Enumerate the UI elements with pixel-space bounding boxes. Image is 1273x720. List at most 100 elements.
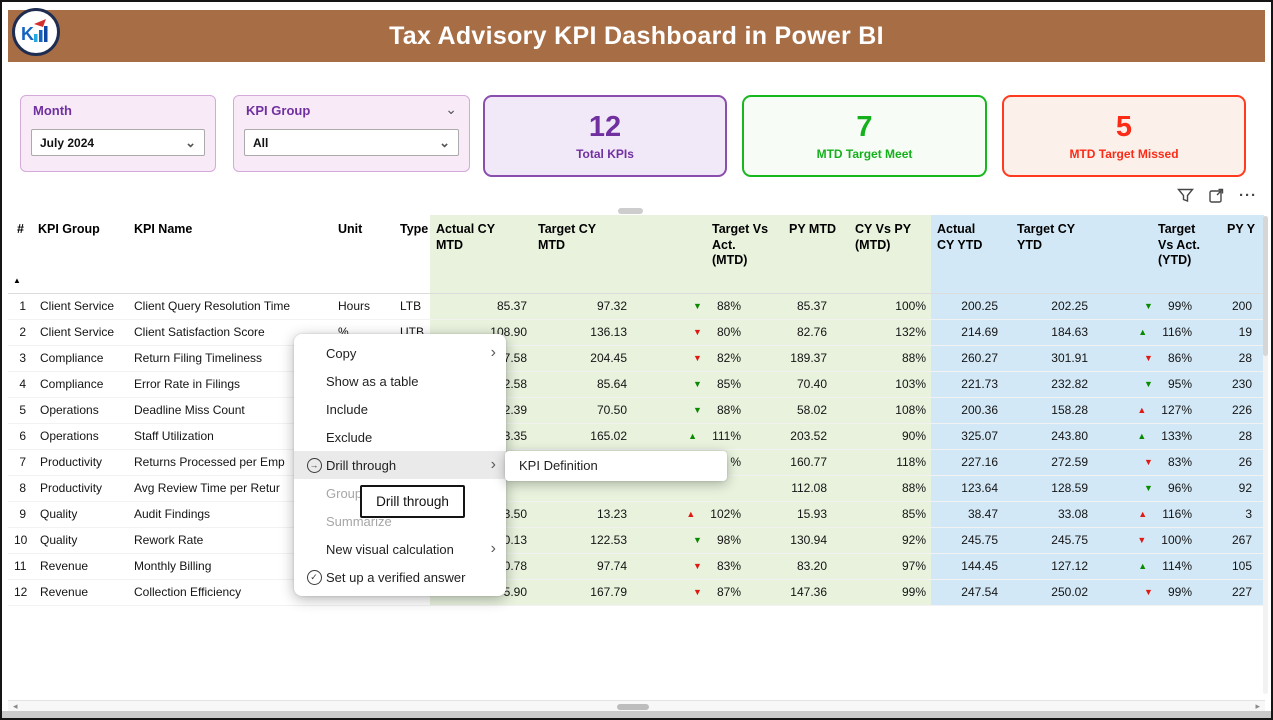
menu-item-exclude[interactable]: Exclude: [294, 423, 506, 451]
cell: LTB: [394, 293, 430, 320]
focus-mode-icon[interactable]: [1209, 188, 1224, 203]
chevron-down-icon[interactable]: ⌄: [445, 101, 457, 117]
column-header[interactable]: PY Y: [1197, 215, 1264, 294]
variance-percent: 83%: [1167, 454, 1192, 469]
cell: Productivity: [32, 475, 128, 502]
horizontal-scrollbar-thumb-top[interactable]: [618, 208, 643, 214]
cell: Revenue: [32, 579, 128, 606]
column-header[interactable]: Actual CY YTD: [931, 215, 1003, 294]
table-row[interactable]: 9 Quality Audit Findings 3.50 13.23 ▲ 102% 15.9…: [8, 501, 1264, 528]
table-row[interactable]: 5 Operations Deadline Miss Count 2.39 70.50 ▼…: [8, 397, 1264, 424]
column-header[interactable]: Target CY MTD: [532, 215, 632, 294]
menu-item-include[interactable]: Include: [294, 395, 506, 423]
triangle-up-icon: ▲: [1138, 560, 1148, 571]
column-header[interactable]: PY MTD: [746, 215, 836, 294]
triangle-down-icon: ▼: [693, 534, 702, 545]
horizontal-scrollbar-thumb[interactable]: [617, 704, 649, 710]
more-options-icon[interactable]: ···: [1239, 186, 1257, 204]
cell: 122.53: [532, 527, 632, 554]
variance-percent: 99%: [1167, 298, 1192, 313]
cell: ▲ 116%: [1093, 319, 1197, 346]
column-header[interactable]: KPI Group: [32, 215, 128, 294]
variance-percent: 116%: [1162, 506, 1192, 521]
menu-item-new-visual-calculation[interactable]: New visual calculation ›: [294, 535, 506, 563]
column-header[interactable]: Type: [394, 215, 430, 294]
kpi-group-dropdown[interactable]: All ⌄: [244, 129, 459, 156]
table-row[interactable]: 11 Revenue Monthly Billing 0.78 97.74 ▼ 83% 83.…: [8, 553, 1264, 580]
cell: 8: [8, 475, 32, 502]
page-title: Tax Advisory KPI Dashboard in Power BI: [389, 21, 884, 50]
table-row[interactable]: 10 Quality Rework Rate 0.13 122.53 ▼ 98% 130.94…: [8, 527, 1264, 554]
menu-item-group[interactable]: Group: [294, 479, 506, 507]
cell: 132%: [832, 319, 931, 346]
cell: 214.69: [931, 319, 1003, 346]
cell: ▲ 114%: [1093, 553, 1197, 580]
cell: 19: [1197, 319, 1264, 346]
cell: 85.64: [532, 371, 632, 398]
triangle-down-icon: ▼: [693, 378, 702, 389]
cell: 184.63: [1003, 319, 1093, 346]
variance-percent: 86%: [1167, 350, 1192, 365]
cell: Revenue: [32, 553, 128, 580]
submenu-item-kpi-definition[interactable]: KPI Definition: [519, 458, 598, 473]
filter-icon[interactable]: [1177, 188, 1194, 203]
table-row[interactable]: 6 Operations Staff Utilization 3.35 165.02 ▲ 1…: [8, 423, 1264, 450]
variance-percent: 82%: [716, 350, 741, 365]
menu-item-label: New visual calculation: [326, 541, 454, 557]
variance-percent: 88%: [716, 402, 741, 417]
cell: 127.12: [1003, 553, 1093, 580]
cell: 3: [1197, 501, 1264, 528]
menu-item-set-up-a-verified-answer[interactable]: ✓ Set up a verified answer: [294, 563, 506, 591]
triangle-down-icon: ▼: [693, 352, 702, 363]
column-header[interactable]: Target Vs Act. (YTD): [1093, 215, 1200, 294]
table-row[interactable]: 3 Compliance Return Filing Timeliness 7.58 2…: [8, 345, 1264, 372]
total-kpis-label: Total KPIs: [576, 147, 634, 161]
triangle-down-icon: ▼: [693, 586, 702, 597]
cell: 9: [8, 501, 32, 528]
drill-through-submenu: KPI Definition: [505, 451, 727, 481]
cell: 97%: [832, 553, 931, 580]
column-header[interactable]: Target Vs Act. (MTD): [632, 215, 768, 294]
cell: 92%: [832, 527, 931, 554]
month-dropdown[interactable]: July 2024 ⌄: [31, 129, 205, 156]
cell: ▼ 82%: [632, 345, 746, 372]
vertical-scrollbar-thumb[interactable]: [1263, 216, 1268, 356]
scroll-right-arrow-icon[interactable]: ▸: [1255, 701, 1260, 711]
column-header[interactable]: KPI Name: [128, 215, 332, 294]
triangle-up-icon: ▲: [1137, 404, 1147, 415]
context-menu: Copy › Show as a table Include Exclude → Drill…: [294, 334, 506, 596]
cell: 325.07: [931, 423, 1003, 450]
triangle-down-icon: ▼: [693, 404, 702, 415]
menu-item-copy[interactable]: Copy ›: [294, 339, 506, 367]
column-header[interactable]: CY Vs PY (MTD): [832, 215, 931, 294]
cell: 4: [8, 371, 32, 398]
cell: 144.45: [931, 553, 1003, 580]
sort-ascending-icon[interactable]: ▲: [13, 276, 21, 285]
menu-item-drill-through[interactable]: → Drill through ›: [294, 451, 506, 479]
logo-graphic: K: [12, 8, 60, 56]
menu-item-label: Drill through: [326, 457, 397, 473]
table-row[interactable]: 1 Client Service Client Query Resolution T…: [8, 293, 1264, 320]
menu-item-label: Set up a verified answer: [326, 569, 466, 585]
cell: 26: [1197, 449, 1264, 476]
variance-percent: 87%: [716, 584, 741, 599]
cell: ▼ 86%: [1093, 345, 1197, 372]
table-row[interactable]: 2 Client Service Client Satisfaction Score…: [8, 319, 1264, 346]
table-row[interactable]: 12 Revenue Collection Efficiency 5.90 167.79…: [8, 579, 1264, 606]
cell: 267: [1197, 527, 1264, 554]
drill-through-icon: →: [304, 457, 324, 473]
cell: 108%: [832, 397, 931, 424]
table-row[interactable]: 4 Compliance Error Rate in Filings 2.58 85.6…: [8, 371, 1264, 398]
cell: 3: [8, 345, 32, 372]
column-header[interactable]: Target CY YTD: [1003, 215, 1093, 294]
column-header[interactable]: Unit: [332, 215, 394, 294]
cell: 70.40: [746, 371, 832, 398]
scroll-left-arrow-icon[interactable]: ◂: [13, 701, 18, 711]
cell: 200: [1197, 293, 1264, 320]
cell: ▼ 100%: [1093, 527, 1197, 554]
column-header[interactable]: Actual CY MTD: [430, 215, 532, 294]
column-header[interactable]: #: [8, 215, 32, 294]
variance-percent: 95%: [1167, 376, 1192, 391]
menu-item-show-as-a-table[interactable]: Show as a table: [294, 367, 506, 395]
variance-percent: 83%: [716, 558, 741, 573]
